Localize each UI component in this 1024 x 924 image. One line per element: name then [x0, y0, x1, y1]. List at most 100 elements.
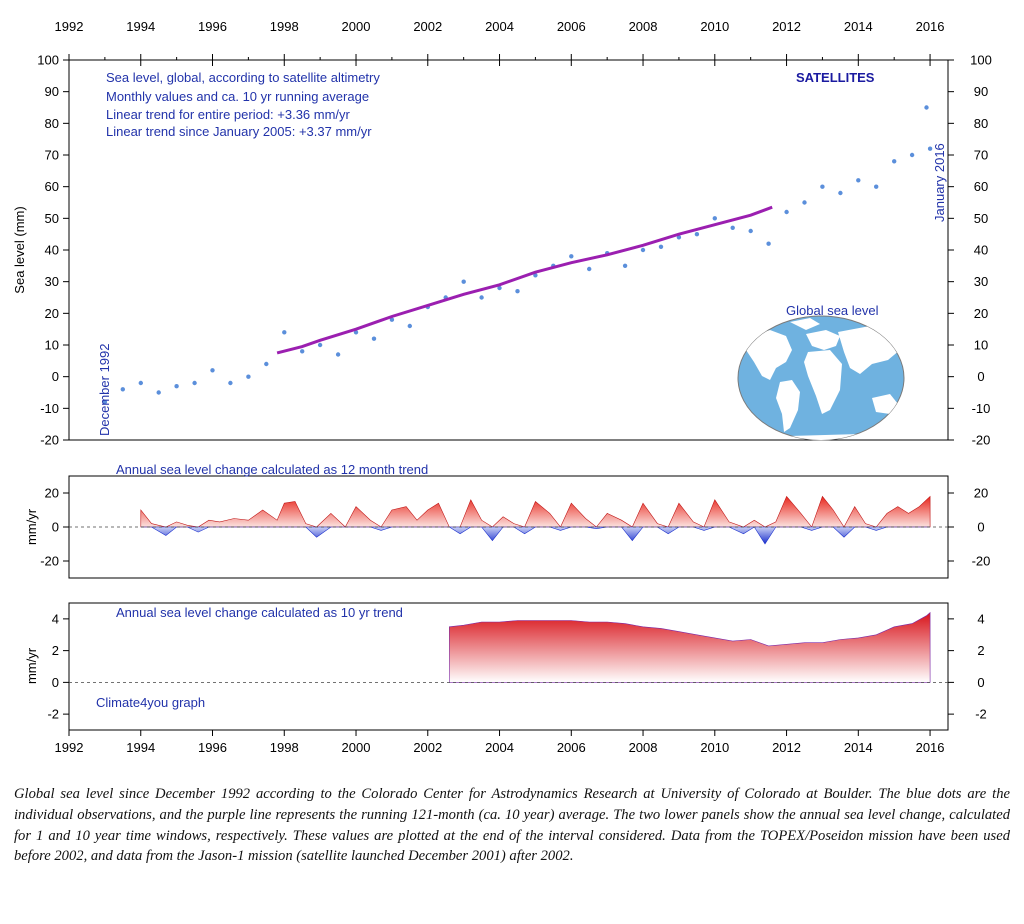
x-tick-label: 2014 [844, 19, 873, 34]
y-tick-label-left: 80 [45, 116, 59, 131]
globe-map-label: Global sea level [786, 303, 879, 318]
annual-change-12mo-area [140, 495, 931, 545]
data-point [730, 225, 735, 230]
x-tick-label: 2000 [342, 19, 371, 34]
data-point [317, 342, 323, 348]
y-axis-label: Sea level (mm) [12, 206, 27, 293]
x-tick-label: 2010 [700, 740, 729, 755]
x-tick-label: 2006 [557, 19, 586, 34]
data-point [210, 368, 215, 373]
x-tick-label: 1998 [270, 19, 299, 34]
data-point [353, 330, 359, 335]
annotation-line4: Linear trend since January 2005: +3.37 m… [106, 124, 372, 139]
data-point [497, 285, 502, 291]
start-date-label: December 1992 [97, 344, 112, 437]
panel2-y-axis-label: mm/yr [24, 508, 39, 545]
x-ticks-top: 1992 1994 1996 1998 2000 2002 2004 2006 2008 2010… [55, 19, 945, 66]
y-tick-label-right: 60 [974, 179, 988, 194]
data-point [856, 178, 861, 183]
data-point [407, 323, 412, 329]
y-tick-label-right: 2 [977, 643, 984, 658]
x-tick-label: 1994 [126, 740, 155, 755]
annual-change-10yr-panel: -2 -2 0 0 2 2 4 4 mm/yr Annual sea level change… [24, 602, 987, 731]
data-point [694, 232, 700, 237]
data-point [676, 235, 682, 240]
data-point [766, 241, 771, 246]
panel3-y-ticks: -2 -2 0 0 2 2 4 4 [47, 611, 986, 721]
y-tick-label-left: 100 [37, 53, 59, 68]
data-point [461, 279, 466, 284]
y-tick-label-right: 20 [974, 486, 988, 501]
monthly-dots [102, 105, 933, 405]
y-tick-label-left: 20 [45, 306, 59, 321]
x-tick-label: 1996 [198, 740, 227, 755]
y-tick-label-left: -10 [40, 401, 59, 416]
y-ticks: -20 -20 -10 -10 0 0 10 10 20 20 30 30 40 40 50 50 60 60 70… [37, 53, 992, 448]
data-point [156, 390, 161, 395]
y-tick-label-left: 60 [45, 179, 59, 194]
x-tick-label: 1992 [55, 19, 84, 34]
y-tick-label-left: 0 [52, 369, 59, 384]
y-tick-label-right: -2 [975, 707, 987, 722]
data-point [820, 184, 825, 189]
y-tick-label-left: 90 [45, 84, 59, 99]
sea-level-panel: 1992 1994 1996 1998 2000 2002 2004 2006 2008 2010… [12, 19, 992, 448]
data-point [587, 266, 592, 272]
data-point [192, 380, 197, 386]
positive-area [449, 611, 931, 683]
data-point [246, 374, 251, 379]
x-tick-label: 2016 [916, 740, 945, 755]
y-tick-label-right: 0 [977, 675, 984, 690]
figure-caption: Global sea level since December 1992 acc… [14, 786, 1010, 865]
data-point [927, 146, 933, 151]
globe-map: Global sea level [737, 303, 905, 441]
annual-change-12mo-panel: -20 -20 0 0 20 20 mm/yr Annual sea level chan… [24, 462, 990, 579]
y-tick-label-right: 0 [977, 369, 984, 384]
y-tick-label-right: -10 [972, 401, 991, 416]
x-tick-label: 2002 [413, 740, 442, 755]
data-point [658, 244, 664, 249]
x-tick-label: 2012 [772, 740, 801, 755]
data-point [282, 330, 287, 335]
data-point [174, 384, 179, 389]
y-tick-label-right: 50 [974, 211, 988, 226]
x-tick-label: 2012 [772, 19, 801, 34]
panel3-title: Annual sea level change calculated as 10… [116, 605, 403, 620]
y-tick-label-left: -20 [40, 433, 59, 448]
satellites-label: SATELLITES [796, 70, 875, 85]
y-tick-label-right: 100 [970, 53, 992, 68]
panel3-y-axis-label: mm/yr [24, 647, 39, 684]
y-tick-label-left: -2 [47, 707, 59, 722]
x-ticks-bottom: 1992 1994 1996 1998 2000 2002 2004 2006 2008 2010… [55, 730, 945, 755]
y-tick-label-left: -20 [40, 554, 59, 569]
data-point [838, 190, 843, 196]
data-point [569, 254, 574, 259]
data-point [748, 228, 753, 234]
y-tick-label-right: 80 [974, 116, 988, 131]
x-tick-label: 2016 [916, 19, 945, 34]
data-point [622, 263, 628, 268]
y-tick-label-right: 20 [974, 306, 988, 321]
negative-area [140, 526, 931, 545]
positive-area [140, 495, 931, 528]
y-tick-label-right: 4 [977, 611, 984, 626]
data-point [264, 361, 269, 367]
panel2-y-ticks: -20 -20 0 0 20 20 [40, 486, 990, 569]
credit-label: Climate4you graph [96, 695, 205, 710]
x-tick-label: 1996 [198, 19, 227, 34]
data-point [712, 216, 717, 221]
y-tick-label-left: 30 [45, 274, 59, 289]
x-tick-label: 2008 [629, 19, 658, 34]
data-point [228, 380, 233, 386]
data-point [892, 159, 897, 164]
data-point [515, 289, 520, 294]
y-tick-label-right: 90 [974, 84, 988, 99]
y-tick-label-right: -20 [972, 554, 991, 569]
y-tick-label-right: 70 [974, 148, 988, 163]
annotation-line2: Monthly values and ca. 10 yr running ave… [106, 89, 369, 104]
panel2-title: Annual sea level change calculated as 12… [116, 462, 428, 477]
sea-level-figure: 1992 1994 1996 1998 2000 2002 2004 2006 2008 2010… [12, 19, 992, 755]
x-tick-label: 2004 [485, 740, 514, 755]
data-point [120, 387, 126, 392]
running-average-line [276, 205, 773, 355]
